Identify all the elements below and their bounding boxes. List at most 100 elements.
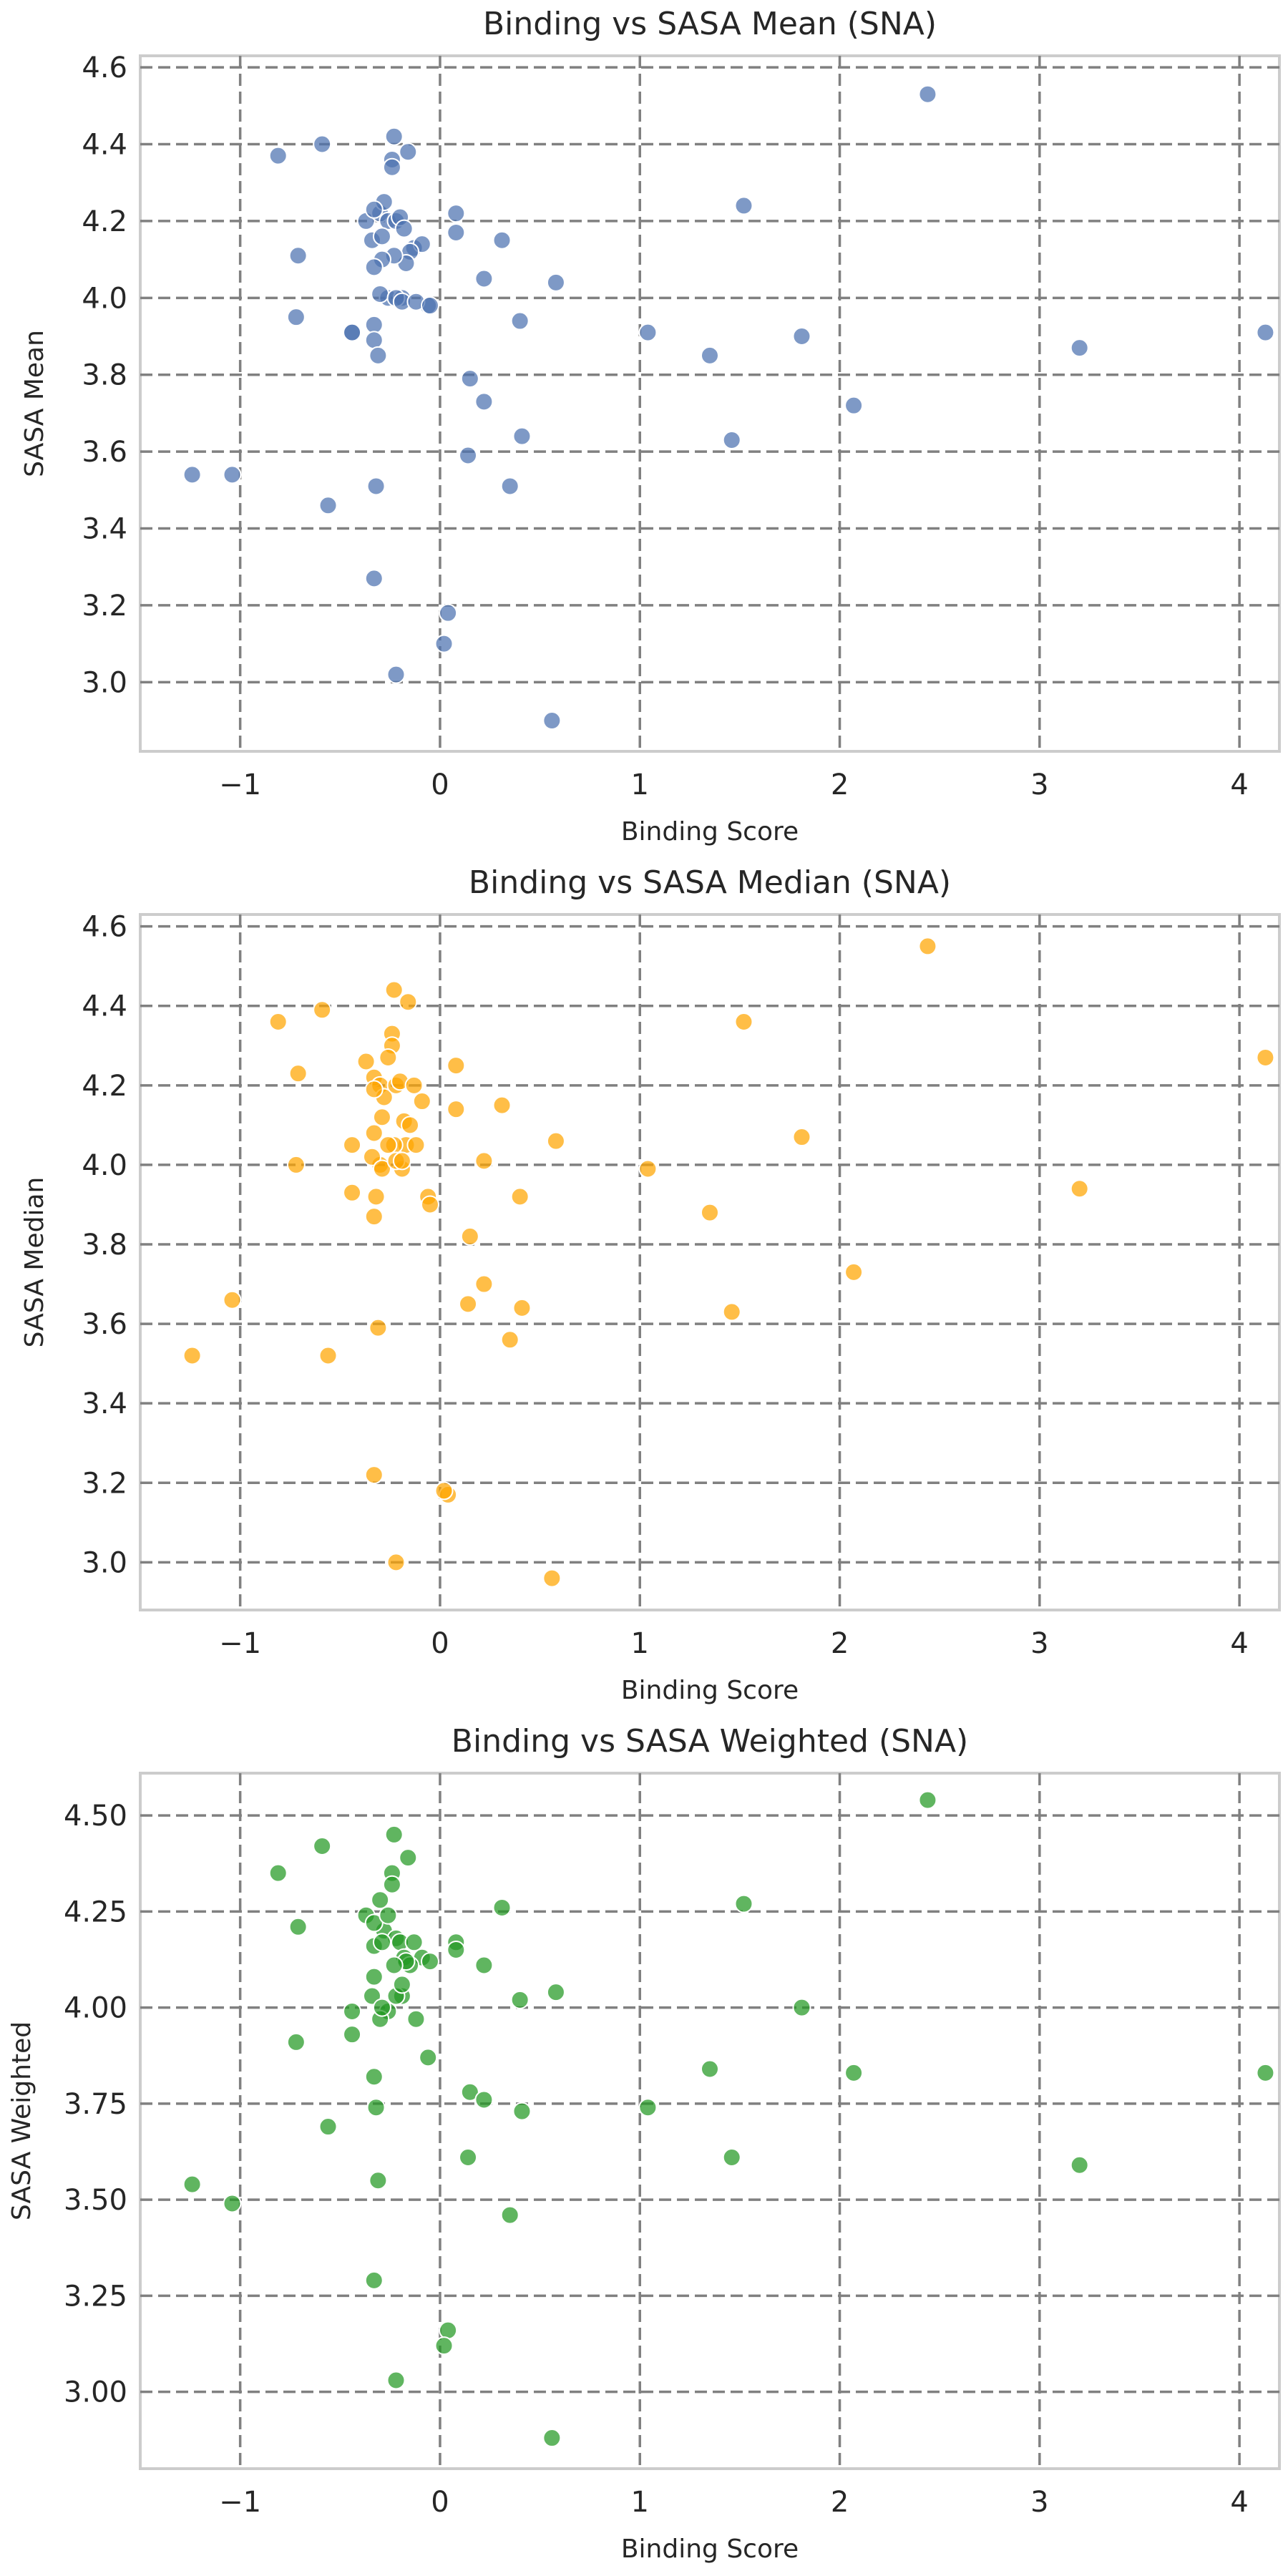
data-point (1256, 323, 1275, 342)
data-point (420, 1952, 439, 1971)
data-point (364, 2270, 384, 2290)
data-point (512, 426, 532, 446)
data-point (364, 331, 384, 350)
data-point (512, 2102, 532, 2121)
x-tick-label: 3 (1030, 1627, 1048, 1660)
y-tick-label: 3.6 (82, 436, 127, 469)
x-tick-label: −1 (219, 2486, 261, 2519)
chart-weighted: −1 0 1 2 3 4 3.00 3.25 3.50 3.75 4.00 4.25 4.50 Bindi… (7, 1723, 1281, 2564)
data-point (288, 1064, 308, 1083)
y-tick-label: 3.8 (82, 359, 127, 392)
data-point (386, 1553, 406, 1572)
data-point (722, 1302, 741, 1322)
data-point (918, 1790, 937, 1810)
data-point (286, 1155, 306, 1174)
y-tick-label: 3.00 (64, 2376, 127, 2409)
y-axis-label: SASA Weighted (7, 2021, 36, 2220)
y-tick-label: 4.2 (82, 1070, 127, 1103)
data-point (343, 323, 362, 342)
x-tick-label: 1 (631, 769, 649, 801)
y-tick-label: 4.25 (64, 1896, 127, 1928)
data-point (386, 665, 406, 684)
data-point (399, 992, 418, 1012)
data-point (734, 1894, 753, 1913)
data-point (362, 1147, 381, 1166)
data-point (356, 1052, 376, 1071)
data-point (366, 1187, 386, 1206)
data-point (364, 2067, 384, 2087)
data-point (460, 369, 479, 389)
data-point (371, 1890, 390, 1910)
data-point (439, 2321, 458, 2340)
data-point (412, 1092, 431, 1111)
data-point (286, 2032, 306, 2051)
data-point (474, 1151, 494, 1171)
chart-median: −1 0 1 2 3 4 3.0 3.2 3.4 3.6 3.8 4.0 4.2 4.4 4.6 Bindin… (20, 864, 1281, 1705)
data-point (474, 1274, 494, 1294)
y-tick-label: 3.2 (82, 1467, 127, 1500)
data-point (401, 1116, 420, 1135)
data-point (701, 346, 719, 365)
data-point (406, 1136, 426, 1155)
x-axis-label: Binding Score (621, 1676, 799, 1705)
x-tick-label: −1 (219, 1627, 261, 1660)
data-point (343, 1136, 362, 1155)
data-point (384, 1956, 404, 1975)
data-point (420, 296, 439, 316)
data-point (406, 2009, 426, 2029)
data-point (918, 84, 937, 104)
grid-lines (140, 1773, 1279, 2469)
chart-title: Binding vs SASA Mean (SNA) (483, 6, 937, 42)
data-point (542, 2429, 562, 2448)
data-point (372, 227, 391, 246)
data-point (268, 1863, 288, 1883)
data-point (474, 1956, 494, 1975)
data-point (313, 135, 332, 154)
x-tick-label: 3 (1030, 2486, 1048, 2519)
data-point (223, 1290, 242, 1309)
data-point (318, 2117, 338, 2137)
data-point (386, 2371, 406, 2390)
y-tick-label: 3.4 (82, 513, 127, 546)
data-point (379, 1048, 398, 1067)
x-tick-label: 2 (831, 1627, 849, 1660)
data-point (447, 1056, 466, 1075)
y-tick-label: 4.4 (82, 129, 127, 162)
data-point (369, 1318, 388, 1337)
y-tick-label: 3.75 (64, 2088, 127, 2121)
data-point (379, 1136, 398, 1155)
data-point (734, 196, 753, 215)
data-point (792, 327, 811, 346)
data-point (447, 1941, 466, 1960)
data-point (369, 346, 388, 365)
data-point (918, 937, 937, 956)
chart-mean: −1 0 1 2 3 4 3.0 3.2 3.4 3.6 3.8 4.0 4.2 4.4 4.6 Bindin… (20, 6, 1281, 847)
data-point (223, 465, 242, 484)
x-tick-label: 0 (431, 2486, 449, 2519)
data-point (510, 1187, 530, 1206)
chart-title: Binding vs SASA Median (SNA) (469, 864, 951, 901)
data-point (1070, 338, 1089, 358)
data-point (313, 1000, 332, 1020)
data-point (372, 1159, 391, 1179)
data-point (392, 1151, 411, 1171)
data-point (474, 392, 494, 411)
data-point (182, 1346, 202, 1365)
data-point (546, 1131, 565, 1151)
data-point (364, 200, 384, 219)
data-point (223, 2194, 242, 2213)
data-point (382, 1875, 401, 1894)
data-point (268, 146, 288, 165)
data-point (384, 1825, 404, 1844)
data-point (638, 1159, 658, 1179)
data-point (364, 1913, 384, 1933)
data-point (500, 477, 519, 496)
x-tick-label: −1 (219, 769, 261, 801)
data-point (447, 223, 466, 243)
y-tick-label: 3.25 (64, 2280, 127, 2313)
data-point (364, 569, 384, 588)
y-tick-label: 3.50 (64, 2184, 127, 2217)
x-tick-label: 2 (831, 769, 849, 801)
data-point (439, 603, 458, 623)
